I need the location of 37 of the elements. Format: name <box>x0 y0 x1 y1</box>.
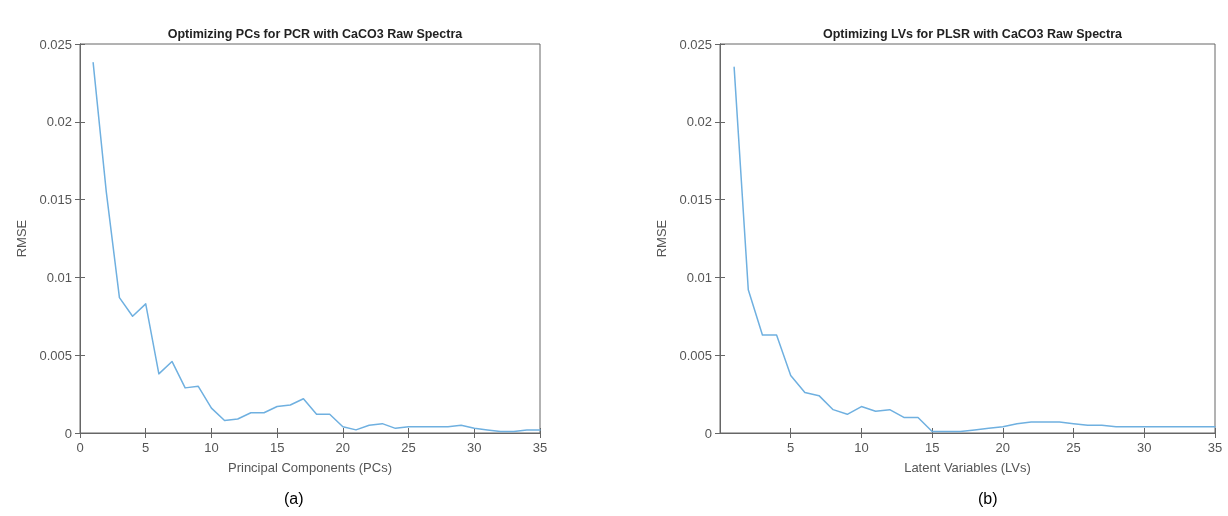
x-tick-label: 5 <box>142 440 150 455</box>
x-tick-label: 15 <box>269 440 285 455</box>
y-tick-label: 0.025 <box>39 36 72 52</box>
x-tick-label: 30 <box>467 440 482 455</box>
y-tick-label: 0.015 <box>39 192 72 208</box>
y-tick-label: 0.015 <box>679 192 712 208</box>
x-tick-label: 30 <box>1137 440 1152 455</box>
x-tick-label: 5 <box>787 440 795 455</box>
x-tick-label: 20 <box>995 440 1011 455</box>
y-tick-label: 0.02 <box>46 114 72 130</box>
x-tick-label: 20 <box>335 440 351 455</box>
x-tick-label: 25 <box>1066 440 1081 455</box>
line-series <box>733 66 1216 433</box>
x-tick-label: 25 <box>401 440 416 455</box>
text: (b) <box>978 489 998 507</box>
x-tick-label: 10 <box>854 440 869 455</box>
x-tick-label: 35 <box>532 440 548 455</box>
y-axis-title: RMSE <box>654 219 669 258</box>
y-tick-label: 0 <box>64 425 72 441</box>
y-tick-label: 0.005 <box>679 347 712 363</box>
y-tick-label: 0 <box>704 425 712 441</box>
y-tick-label: 0.02 <box>686 114 712 130</box>
x-tick-label: 15 <box>924 440 940 455</box>
line-series <box>92 61 541 433</box>
x-tick-label: 10 <box>204 440 219 455</box>
text: (a) <box>284 489 304 507</box>
x-axis-title: Principal Components (PCs) <box>227 460 393 475</box>
chart-title: Optimizing LVs for PLSR with CaCO3 Raw Spectra <box>822 26 1124 41</box>
y-axis-title: RMSE <box>14 219 29 258</box>
y-tick-label: 0.025 <box>679 36 712 52</box>
x-axis-title: Latent Variables (LVs) <box>904 460 1031 475</box>
y-tick-label: 0.005 <box>39 347 72 363</box>
x-tick-label: 35 <box>1207 440 1223 455</box>
x-tick-label: 0 <box>76 440 84 455</box>
y-tick-label: 0.01 <box>686 269 712 285</box>
chart-title: Optimizing PCs for PCR with CaCO3 Raw Spectra <box>167 26 464 41</box>
y-tick-label: 0.01 <box>46 269 72 285</box>
